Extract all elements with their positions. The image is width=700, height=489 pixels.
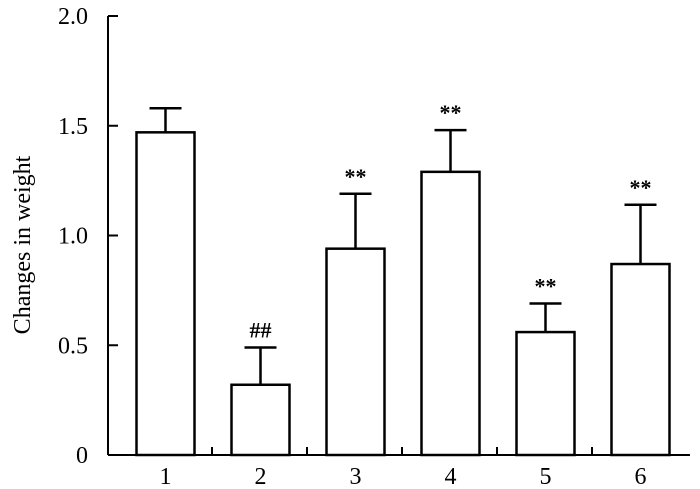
y-axis-title: Changes in weight	[10, 155, 36, 334]
y-tick-label: 1.5	[58, 114, 88, 140]
significance-label-4: **	[440, 100, 462, 125]
bar-6	[610, 262, 671, 457]
significance-label-2: ##	[250, 317, 272, 342]
x-tick-label: 5	[540, 464, 552, 489]
bar-4	[420, 170, 481, 457]
bar-5	[515, 330, 576, 457]
x-tick-label: 1	[160, 464, 172, 489]
bar-2	[230, 383, 291, 457]
y-axis: 0 0.5 1.0 1.5 2.0	[58, 4, 118, 469]
x-tick-label: 4	[445, 464, 457, 489]
bars: 1 2 ## 3 ** 4 ** 5 ** 6 **	[135, 100, 671, 489]
significance-label-6: **	[630, 175, 652, 200]
x-tick-label: 2	[255, 464, 267, 489]
bar-3	[325, 247, 386, 457]
y-tick-label: 0.5	[58, 333, 88, 359]
x-tick-label: 3	[350, 464, 362, 489]
y-tick-label: 0	[76, 443, 88, 469]
bar-1	[135, 131, 196, 457]
y-tick-label: 1.0	[58, 224, 88, 250]
significance-label-5: **	[535, 274, 557, 299]
significance-label-3: **	[345, 164, 367, 189]
x-tick-label: 6	[635, 464, 647, 489]
y-tick-label: 2.0	[58, 4, 88, 30]
